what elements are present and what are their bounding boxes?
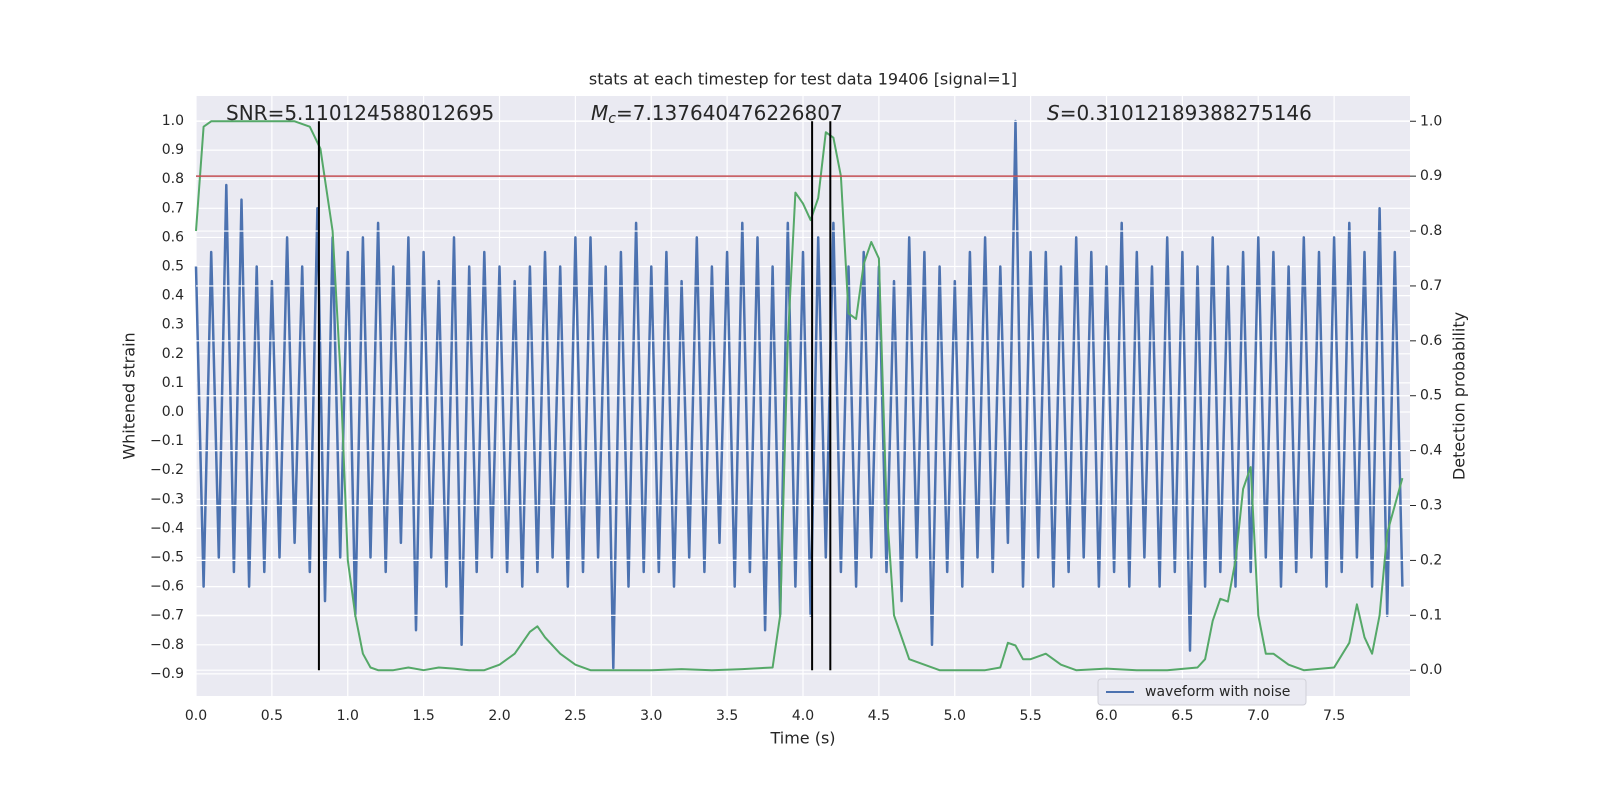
x-axis-label: Time (s) (769, 729, 835, 748)
waveform-line (194, 119, 1404, 670)
annotation: S=0.31012189388275146 (1047, 101, 1312, 125)
x-tick-label: 3.0 (640, 708, 662, 724)
annotation: Mc=7.137640476226807 (591, 101, 843, 128)
annotation-value: =0.31012189388275146 (1060, 101, 1312, 125)
y2-tick-label: 0.4 (1420, 443, 1442, 459)
x-tick-label: 3.5 (716, 708, 738, 724)
x-tick-label: 1.5 (412, 708, 434, 724)
annotation-symbol: SNR (226, 101, 268, 125)
x-tick-label: 2.0 (488, 708, 510, 724)
x-tick-label: 7.5 (1323, 708, 1345, 724)
y-tick-label: 1.0 (162, 113, 184, 129)
y2-tick-label: 0.0 (1420, 662, 1442, 678)
y2-tick-label: 0.9 (1420, 168, 1442, 184)
y-tick-label: −0.1 (150, 433, 184, 449)
y2-tick-label: 0.8 (1420, 223, 1442, 239)
y2-tick-label: 0.6 (1420, 333, 1442, 349)
x-tick-label: 6.0 (1095, 708, 1117, 724)
y2-tick-label: 0.5 (1420, 388, 1442, 404)
annotation-symbol: S (1047, 101, 1060, 125)
x-tick-label: 1.0 (337, 708, 359, 724)
y-axis-label: Whitened strain (120, 332, 139, 459)
legend-box (1097, 678, 1307, 706)
y2-tick-label: 0.1 (1420, 607, 1442, 623)
y-tick-label: −0.2 (150, 462, 184, 478)
legend-label: waveform with noise (1145, 684, 1290, 700)
y2-tick-label: 0.7 (1420, 278, 1442, 294)
y-tick-label: −0.9 (150, 666, 184, 682)
y-tick-label: 0.8 (162, 171, 184, 187)
x-tick-label: 5.0 (944, 708, 966, 724)
y-tick-label: 0.9 (162, 142, 184, 158)
y-tick-label: 0.4 (162, 288, 184, 304)
x-tick-label: 7.0 (1247, 708, 1269, 724)
y-tick-label: −0.4 (150, 520, 184, 536)
x-tick-label: 4.0 (792, 708, 814, 724)
y-tick-label: 0.1 (162, 375, 184, 391)
x-tick-label: 2.5 (564, 708, 586, 724)
y-tick-label: 0.2 (162, 346, 184, 362)
x-tick-label: 5.5 (1019, 708, 1041, 724)
x-tick-label: 6.5 (1171, 708, 1193, 724)
y-tick-label: −0.6 (150, 579, 184, 595)
y2-tick-label: 1.0 (1420, 113, 1442, 129)
y-tick-label: 0.0 (162, 404, 184, 420)
y-tick-label: −0.8 (150, 637, 184, 653)
y-tick-label: 0.6 (162, 229, 184, 245)
y2-tick-label: 0.2 (1420, 552, 1442, 568)
y2-tick-label: 0.3 (1420, 498, 1442, 514)
x-tick-label: 0.0 (185, 708, 207, 724)
x-tick-label: 4.5 (868, 708, 890, 724)
x-tick-label: 0.5 (261, 708, 283, 724)
y-tick-label: 0.5 (162, 259, 184, 275)
annotation: SNR=5.110124588012695 (226, 101, 494, 125)
y-tick-label: −0.7 (150, 608, 184, 624)
annotation-subscript: c (608, 111, 616, 127)
y-tick-label: 0.7 (162, 200, 184, 216)
y-tick-label: 0.3 (162, 317, 184, 333)
y-tick-label: −0.3 (150, 491, 184, 507)
annotation-symbol: M (591, 101, 608, 125)
annotation-value: =7.137640476226807 (616, 101, 843, 125)
y-tick-label: −0.5 (150, 549, 184, 565)
chart-title: stats at each timestep for test data 194… (589, 70, 1017, 89)
annotation-value: =5.110124588012695 (268, 101, 495, 125)
y2-axis-label: Detection probability (1450, 312, 1469, 480)
